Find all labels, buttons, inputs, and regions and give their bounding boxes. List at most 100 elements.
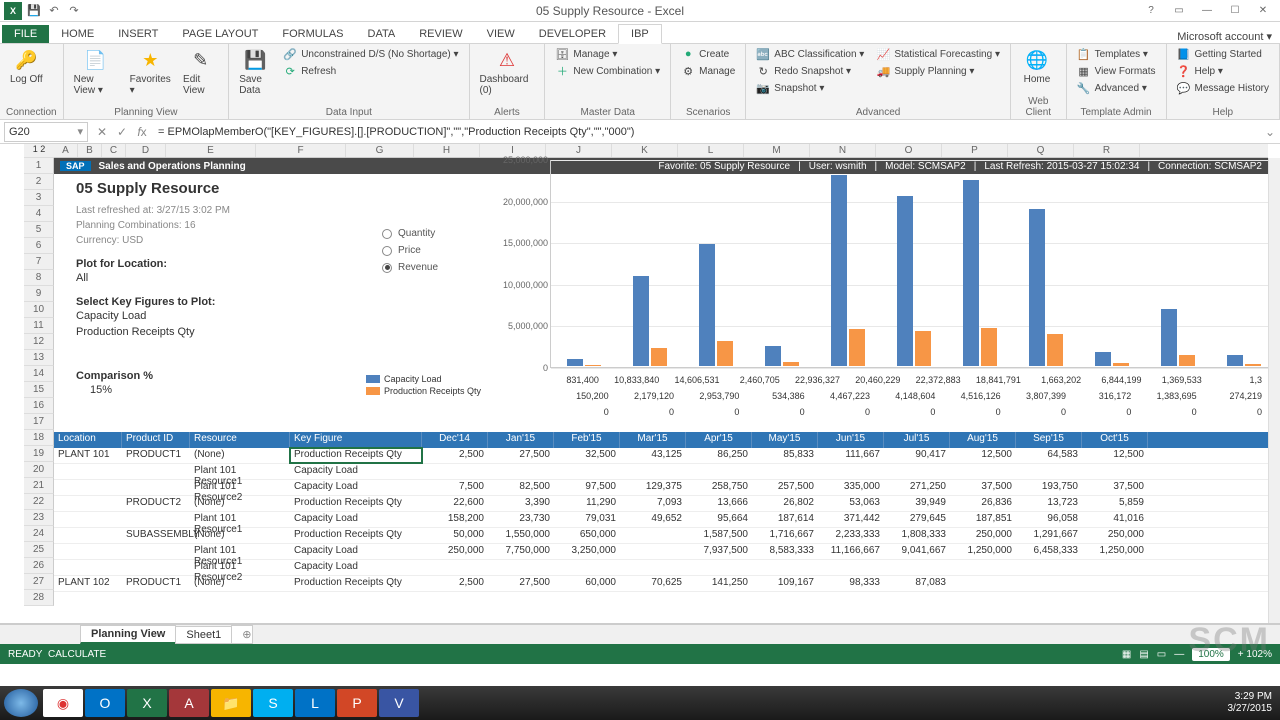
snapshot-button[interactable]: 📷Snapshot ▾ <box>752 80 868 96</box>
tab-data[interactable]: DATA <box>356 25 408 43</box>
logoff-button[interactable]: 🔑Log Off <box>6 46 47 87</box>
vertical-scrollbar[interactable] <box>1268 158 1280 623</box>
table-row[interactable]: Plant 101 Resource2Capacity Load <box>54 560 1268 576</box>
taskbar-visio[interactable]: V <box>379 689 419 717</box>
enter-formula-button[interactable]: ✓ <box>112 125 132 139</box>
status-bar: READY CALCULATE ▦ ▤ ▭ — 100% + 102% <box>0 644 1280 664</box>
favorites-button[interactable]: ★Favorites ▾ <box>126 46 175 98</box>
edit-view-button[interactable]: ✎Edit View <box>179 46 222 98</box>
kf-value-1[interactable]: Capacity Load <box>76 308 366 324</box>
manage-scenario-button[interactable]: ⚙Manage <box>677 63 739 79</box>
view-layout-icon[interactable]: ▤ <box>1139 649 1148 660</box>
th-product[interactable]: Product ID <box>122 432 190 448</box>
tab-formulas[interactable]: FORMULAS <box>270 25 355 43</box>
view-break-icon[interactable]: ▭ <box>1157 649 1166 660</box>
expand-formula-button[interactable]: ⌄ <box>1260 125 1280 139</box>
cancel-formula-button[interactable]: ✕ <box>92 125 112 139</box>
tab-file[interactable]: FILE <box>2 25 49 43</box>
advanced-button[interactable]: 🔧Advanced ▾ <box>1073 80 1160 96</box>
formula-input[interactable]: = EPMOlapMemberO("[KEY_FIGURES].[].[PROD… <box>152 126 1260 138</box>
radio-price[interactable]: Price <box>382 245 438 256</box>
new-combination-button[interactable]: ＋New Combination ▾ <box>551 63 664 79</box>
legend-swatch-2 <box>366 387 380 395</box>
tab-review[interactable]: REVIEW <box>407 25 474 43</box>
name-box[interactable]: G20▾ <box>4 122 88 142</box>
radio-revenue[interactable]: Revenue <box>382 262 438 273</box>
tab-insert[interactable]: INSERT <box>106 25 170 43</box>
forecast-button[interactable]: 📈Statistical Forecasting ▾ <box>872 46 1004 62</box>
save-icon[interactable]: 💾 <box>26 3 42 19</box>
fx-button[interactable]: fx <box>132 125 152 139</box>
sheet-tab-sheet1[interactable]: Sheet1 <box>175 626 232 644</box>
outline-controls[interactable]: 1 2 <box>24 144 54 158</box>
tab-page-layout[interactable]: PAGE LAYOUT <box>170 25 270 43</box>
th-resource[interactable]: Resource <box>190 432 290 448</box>
tab-view[interactable]: VIEW <box>475 25 527 43</box>
redo-icon[interactable]: ↷ <box>66 3 82 19</box>
taskbar-outlook[interactable]: O <box>85 689 125 717</box>
abc-button[interactable]: 🔤ABC Classification ▾ <box>752 46 868 62</box>
taskbar-powerpoint[interactable]: P <box>337 689 377 717</box>
table-row[interactable]: Plant 101 Resource1Capacity Load158,2002… <box>54 512 1268 528</box>
kf-value-2[interactable]: Production Receipts Qty <box>76 324 366 340</box>
account-link[interactable]: Microsoft account ▾ <box>1177 30 1280 43</box>
redo-snapshot-button[interactable]: ↻Redo Snapshot ▾ <box>752 63 868 79</box>
undo-icon[interactable]: ↶ <box>46 3 62 19</box>
taskbar-lync[interactable]: L <box>295 689 335 717</box>
templates-button[interactable]: 📋Templates ▾ <box>1073 46 1160 62</box>
th-location[interactable]: Location <box>54 432 122 448</box>
unconstrained-dropdown[interactable]: 🔗Unconstrained D/S (No Shortage) ▾ <box>279 46 462 62</box>
taskbar-access[interactable]: A <box>169 689 209 717</box>
table-row[interactable]: Plant 101 Resource1Capacity Load <box>54 464 1268 480</box>
th-keyfigure[interactable]: Key Figure <box>290 432 422 448</box>
system-tray[interactable]: 3:29 PM 3/27/2015 <box>1228 691 1277 715</box>
close-button[interactable]: ✕ <box>1250 2 1276 20</box>
taskbar-excel[interactable]: X <box>127 689 167 717</box>
start-button[interactable] <box>4 689 38 717</box>
meta-combos: Planning Combinations: 16 <box>76 218 366 233</box>
tab-home[interactable]: HOME <box>49 25 106 43</box>
manage-button[interactable]: 🗄Manage ▾ <box>551 46 664 62</box>
help-button[interactable]: ❓Help ▾ <box>1173 63 1273 79</box>
status-ready: READY <box>8 649 42 660</box>
sheet-tab-active[interactable]: Planning View <box>80 625 176 644</box>
taskbar-skype[interactable]: S <box>253 689 293 717</box>
create-button[interactable]: ●Create <box>677 46 739 62</box>
minimize-button[interactable]: — <box>1194 2 1220 20</box>
column-headers[interactable]: ABCDEFGHIJKLMNOPQR <box>54 144 1268 158</box>
dashboard-button[interactable]: ⚠Dashboard (0) <box>476 46 539 98</box>
worksheet[interactable]: 1 2 123456789101112131415161718192021222… <box>0 144 1280 624</box>
table-row[interactable]: PRODUCT2(None)Production Receipts Qty22,… <box>54 496 1268 512</box>
view-formats-button[interactable]: ▦View Formats <box>1073 63 1160 79</box>
getting-started-button[interactable]: 📘Getting Started <box>1173 46 1273 62</box>
comparison-value[interactable]: 15% <box>76 382 366 398</box>
maximize-button[interactable]: ☐ <box>1222 2 1248 20</box>
radio-quantity[interactable]: Quantity <box>382 228 438 239</box>
plot-location-value[interactable]: All <box>76 270 366 286</box>
view-normal-icon[interactable]: ▦ <box>1122 649 1131 660</box>
disk-icon: 💾 <box>243 48 267 72</box>
refresh-button[interactable]: ⟳Refresh <box>279 63 462 79</box>
cells-area[interactable]: SAP Sales and Operations Planning Favori… <box>54 158 1268 623</box>
row-headers[interactable]: 1234567891011121314151617181920212223242… <box>24 158 54 606</box>
table-row[interactable]: PLANT 102PRODUCT1(None)Production Receip… <box>54 576 1268 592</box>
taskbar-chrome[interactable]: ◉ <box>43 689 83 717</box>
supply-planning-button[interactable]: 🚚Supply Planning ▾ <box>872 63 1004 79</box>
save-data-button[interactable]: 💾Save Data <box>235 46 275 98</box>
table-row[interactable]: Plant 101 Resource2Capacity Load7,50082,… <box>54 480 1268 496</box>
table-row[interactable]: PLANT 101PRODUCT1(None)Production Receip… <box>54 448 1268 464</box>
help-icon[interactable]: ? <box>1138 2 1164 20</box>
message-history-button[interactable]: 💬Message History <box>1173 80 1273 96</box>
table-row[interactable]: Plant 101 Resource1Capacity Load250,0007… <box>54 544 1268 560</box>
home-button[interactable]: 🌐Home <box>1017 46 1057 87</box>
table-row[interactable]: SUBASSEMBLY(None)Production Receipts Qty… <box>54 528 1268 544</box>
table-body[interactable]: PLANT 101PRODUCT1(None)Production Receip… <box>54 448 1268 592</box>
sheet-tab-add[interactable]: ⊕ <box>231 625 253 644</box>
taskbar-explorer[interactable]: 📁 <box>211 689 251 717</box>
new-view-button[interactable]: 📄New View ▾ <box>70 46 122 98</box>
tab-developer[interactable]: DEVELOPER <box>527 25 618 43</box>
group-help: Help <box>1173 107 1273 119</box>
formula-bar: G20▾ ✕ ✓ fx = EPMOlapMemberO("[KEY_FIGUR… <box>0 120 1280 144</box>
ribbon-options-icon[interactable]: ▭ <box>1166 2 1192 20</box>
tab-ibp[interactable]: IBP <box>618 24 662 44</box>
